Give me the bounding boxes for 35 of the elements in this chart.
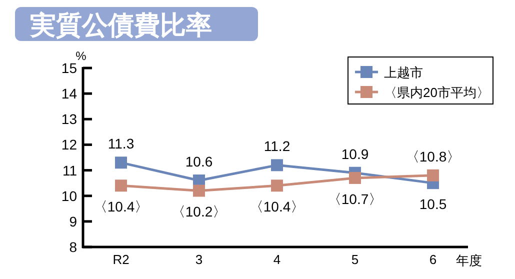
- data-label: 10.5: [419, 196, 447, 212]
- point: [193, 184, 205, 197]
- y-tick-label: 12: [61, 136, 78, 153]
- y-tick-label: 10: [61, 188, 78, 204]
- point: [115, 156, 127, 169]
- data-label: 11.2: [264, 138, 290, 154]
- point: [115, 180, 127, 192]
- point: [271, 180, 283, 192]
- data-label: 〈10.8〉: [405, 148, 461, 164]
- data-label: 11.3: [108, 136, 134, 152]
- data-label: 〈10.2〉: [171, 204, 227, 220]
- x-axis-title: 年度: [456, 253, 482, 268]
- y-tick-label: 8: [69, 239, 78, 255]
- x-tick-label: R2: [112, 252, 130, 267]
- point: [349, 172, 361, 184]
- y-axis-title: %: [76, 49, 87, 63]
- data-label: 10.9: [341, 146, 369, 162]
- data-label: 〈10.4〉: [249, 198, 305, 215]
- legend-label: 〈県内20市平均〉: [384, 85, 490, 100]
- x-tick-label: 5: [351, 252, 359, 267]
- point: [271, 159, 283, 172]
- y-tick-label: 9: [69, 213, 78, 230]
- legend-label: 上越市: [384, 65, 423, 80]
- data-label: 10.6: [185, 154, 213, 170]
- y-tick-label: 13: [61, 111, 78, 128]
- y-tick-label: 15: [61, 60, 78, 76]
- x-tick-label: 3: [195, 252, 203, 267]
- chart-title: 実質公債費比率: [29, 10, 212, 40]
- data-label: 〈10.7〉: [327, 190, 383, 207]
- y-tick-label: 14: [61, 86, 78, 102]
- y-tick-label: 11: [62, 162, 78, 178]
- data-label: 〈10.4〉: [93, 198, 149, 215]
- x-tick-label: 6: [429, 252, 437, 267]
- x-tick-label: 4: [273, 252, 281, 267]
- point: [427, 169, 439, 182]
